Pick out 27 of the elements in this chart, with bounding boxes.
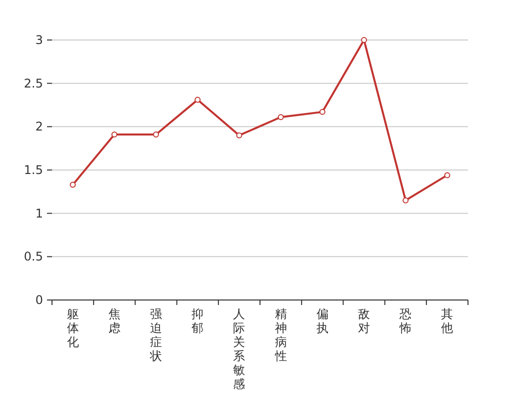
y-tick-label: 3: [35, 33, 43, 47]
x-tick-label: 躯体化: [66, 307, 79, 349]
point: [278, 114, 284, 120]
x-tick-label: 人际关系敏感: [233, 307, 246, 391]
x-tick-label: 偏执: [316, 307, 328, 335]
point: [194, 96, 201, 103]
y-tick-label: 1.5: [24, 163, 43, 177]
point: [70, 182, 76, 188]
x-tick-label: 强迫症状: [149, 307, 162, 363]
x-tick-label: 抑郁: [192, 307, 204, 335]
x-tick-label: 恐怖: [398, 307, 412, 335]
x-tick-label: 焦虑: [108, 307, 120, 335]
y-tick-label: 2.5: [24, 76, 43, 90]
point: [402, 197, 409, 204]
x-tick-label: 精神病性: [274, 307, 287, 363]
point: [319, 108, 326, 115]
x-tick-label: 其他: [441, 307, 454, 335]
point: [111, 131, 118, 138]
point: [444, 172, 450, 178]
point: [153, 131, 159, 138]
point: [236, 132, 242, 138]
y-tick-label: 2: [35, 120, 43, 134]
x-tick-label: 敌对: [358, 307, 370, 335]
y-tick-label: 0.5: [24, 250, 43, 264]
y-tick-label: 0: [35, 293, 43, 307]
y-tick-label: 1: [35, 206, 43, 220]
point: [361, 37, 367, 43]
